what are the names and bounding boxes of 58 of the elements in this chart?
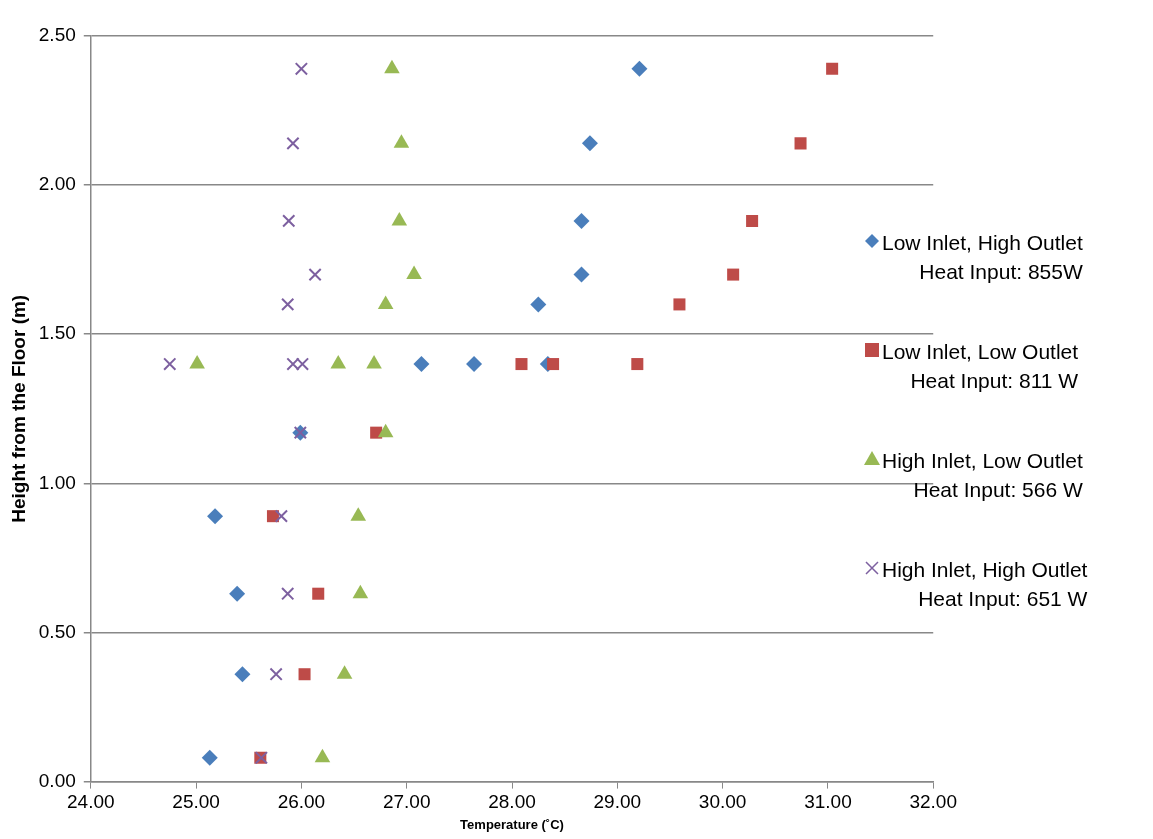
point: [673, 298, 686, 311]
point: [274, 509, 289, 523]
point: [281, 587, 295, 601]
point: [286, 357, 300, 371]
y-tick-label: 0.00: [38, 769, 76, 791]
point: [413, 356, 430, 373]
point: [163, 357, 177, 371]
x-tick-label: 26.00: [277, 791, 326, 813]
point: [406, 265, 422, 280]
legend-label: High Inlet, Low Outlet Heat Input: 566 W: [882, 448, 1083, 503]
point: [298, 668, 311, 681]
point: [370, 426, 383, 439]
legend-label: Low Inlet, Low Outlet Heat Input: 811 W: [882, 339, 1079, 394]
point: [201, 749, 218, 766]
point: [573, 266, 590, 283]
x-tick-label: 31.00: [804, 791, 852, 813]
x-tick-label: 30.00: [698, 791, 747, 813]
legend-label: High Inlet, High Outlet Heat Input: 651 W: [882, 557, 1088, 612]
point: [269, 667, 283, 681]
y-axis-title: Height from the Floor (m): [7, 294, 29, 523]
x-tick-label: 29.00: [593, 791, 642, 813]
point: [631, 358, 644, 371]
x-tick-label: 28.00: [488, 791, 536, 813]
y-tick-label: 2.50: [38, 24, 76, 46]
point: [826, 62, 839, 75]
point: [282, 214, 296, 228]
point: [295, 357, 310, 371]
point: [746, 214, 759, 227]
x-axis-title: Temperature (˚C): [460, 816, 564, 832]
x-tick-label: 27.00: [382, 791, 431, 813]
point: [530, 296, 547, 313]
point: [515, 358, 528, 371]
y-tick-label: 1.50: [38, 322, 76, 344]
point: [631, 60, 648, 77]
point: [308, 267, 322, 282]
point: [727, 268, 740, 281]
legend-label: Low Inlet, High Outlet Heat Input: 855W: [882, 230, 1083, 285]
point: [466, 356, 483, 373]
point: [229, 585, 246, 602]
point: [312, 587, 325, 600]
point: [207, 508, 224, 525]
point: [547, 358, 560, 371]
y-tick-label: 0.50: [38, 620, 76, 642]
point: [286, 136, 300, 151]
y-tick-label: 1.00: [38, 471, 76, 493]
point: [573, 212, 590, 229]
point: [281, 297, 295, 312]
point: [234, 666, 251, 683]
point: [794, 137, 807, 150]
point: [366, 355, 382, 369]
point: [330, 355, 347, 369]
point: [294, 62, 309, 76]
point: [189, 355, 205, 369]
y-tick-label: 2.00: [38, 173, 76, 195]
x-tick-label: 32.00: [909, 791, 957, 813]
point: [581, 135, 598, 152]
x-tick-label: 24.00: [67, 791, 115, 813]
x-tick-label: 25.00: [172, 791, 220, 813]
